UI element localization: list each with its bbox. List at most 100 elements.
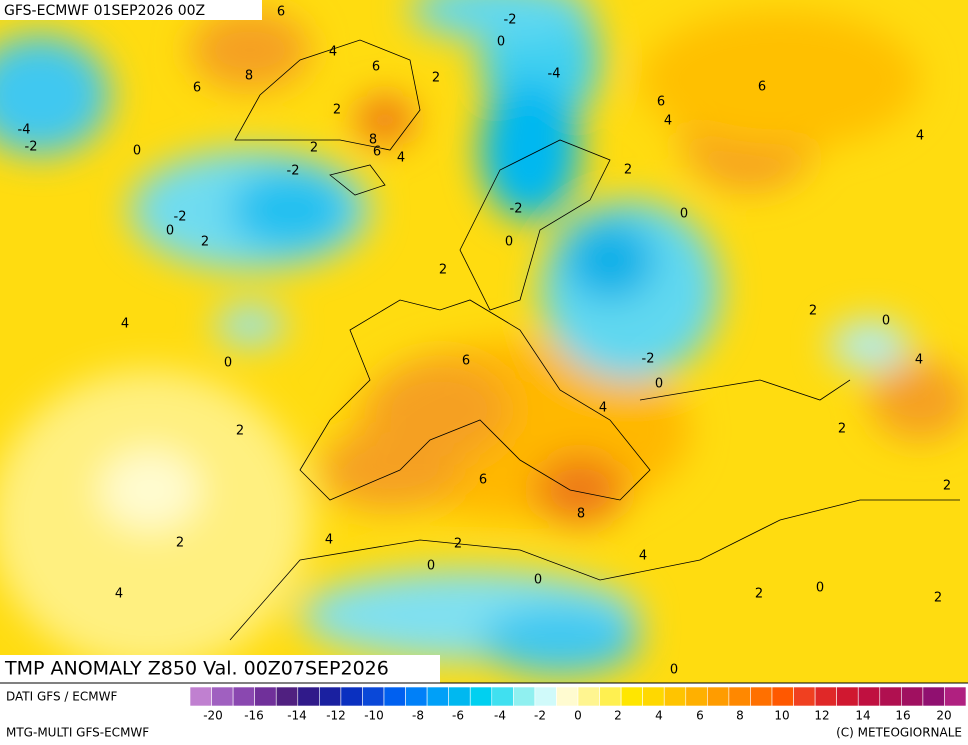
contour-label: 6 bbox=[479, 473, 487, 488]
colorbar-tick-label: -16 bbox=[244, 709, 264, 723]
colorbar-tick-label: 8 bbox=[736, 709, 744, 723]
contour-label: 4 bbox=[325, 533, 333, 548]
contour-label: 0 bbox=[497, 35, 505, 50]
contour-label: 0 bbox=[882, 314, 890, 329]
contour-label: 8 bbox=[577, 507, 585, 522]
colorbar-tick-label: 4 bbox=[655, 709, 663, 723]
contour-label: -4 bbox=[548, 67, 561, 82]
color-swatch bbox=[620, 686, 643, 707]
color-swatch bbox=[362, 686, 385, 707]
header-box bbox=[0, 0, 262, 20]
contour-label: 4 bbox=[664, 114, 672, 129]
contour-label: 0 bbox=[166, 224, 174, 239]
contour-label: 2 bbox=[838, 422, 846, 437]
contour-label: 2 bbox=[432, 71, 440, 86]
contour-label: 0 bbox=[670, 663, 678, 678]
color-swatch bbox=[513, 686, 536, 707]
contour-label: 6 bbox=[373, 145, 381, 160]
color-swatch bbox=[383, 686, 406, 707]
colorbar-tick-label: 14 bbox=[855, 709, 870, 723]
color-swatch bbox=[685, 686, 708, 707]
contour-label: -4 bbox=[18, 123, 31, 138]
source: DATI GFS / ECMWF bbox=[6, 690, 117, 704]
color-swatch bbox=[189, 686, 212, 707]
contour-label: 4 bbox=[915, 353, 923, 368]
contour-label: 4 bbox=[121, 317, 129, 332]
color-swatch bbox=[836, 686, 859, 707]
contour-label: -2 bbox=[504, 13, 517, 28]
colorbar: -20 -16 -14 -12 -10 -8 -6 -4 -2 0 2 4 6 8 10 12 14 16 20 bbox=[189, 686, 967, 723]
contour-label: 2 bbox=[755, 587, 763, 602]
contour-label: 2 bbox=[454, 537, 462, 552]
colorbar-tick-label: 16 bbox=[895, 709, 910, 723]
colorbar-tick-label: -2 bbox=[534, 709, 546, 723]
contour-label: 6 bbox=[277, 5, 285, 20]
color-swatch bbox=[297, 686, 320, 707]
colorbar-tick-label: -12 bbox=[326, 709, 346, 723]
contour-label: 2 bbox=[176, 536, 184, 551]
colorbar-tick-label: 6 bbox=[696, 709, 704, 723]
color-swatch bbox=[901, 686, 924, 707]
contour-label: 4 bbox=[115, 587, 123, 602]
color-swatch bbox=[275, 686, 299, 707]
colorbar-tick-label: -4 bbox=[494, 709, 506, 723]
contour-label: 2 bbox=[201, 235, 209, 250]
color-swatch bbox=[448, 686, 471, 707]
color-swatch bbox=[750, 686, 773, 707]
contour-label: 0 bbox=[505, 235, 513, 250]
header-title: GFS-ECMWF 01SEP2026 00Z bbox=[4, 3, 205, 19]
color-swatch bbox=[663, 686, 687, 707]
title-box bbox=[0, 655, 440, 683]
contour-label: -2 bbox=[642, 352, 655, 367]
contour-label: 2 bbox=[943, 479, 951, 494]
color-swatch bbox=[707, 686, 730, 707]
contour-label: 0 bbox=[534, 573, 542, 588]
contour-label: 2 bbox=[236, 424, 244, 439]
color-swatch bbox=[405, 686, 428, 707]
colorbar-tick-label: -8 bbox=[412, 709, 424, 723]
color-swatch bbox=[728, 686, 751, 707]
contour-label: 0 bbox=[133, 144, 141, 159]
color-swatch bbox=[771, 686, 794, 707]
contour-label: 6 bbox=[372, 60, 380, 75]
contour-label: 0 bbox=[816, 581, 824, 596]
color-swatch bbox=[211, 686, 234, 707]
colorbar-tick-label: -20 bbox=[203, 709, 223, 723]
color-swatch bbox=[814, 686, 837, 707]
contour-label: 0 bbox=[427, 559, 435, 574]
contour-label: -2 bbox=[510, 202, 523, 217]
contour-label: 0 bbox=[224, 356, 232, 371]
contour-label: 2 bbox=[333, 103, 341, 118]
colorbar-tick-label: 10 bbox=[774, 709, 789, 723]
color-swatch bbox=[469, 686, 493, 707]
color-swatch bbox=[793, 686, 816, 707]
color-swatch bbox=[426, 686, 449, 707]
color-swatch bbox=[922, 686, 945, 707]
colorbar-tick-label: 2 bbox=[614, 709, 622, 723]
contour-label: 6 bbox=[758, 80, 766, 95]
model: MTG-MULTI GFS-ECMWF bbox=[6, 726, 149, 740]
contour-label: 6 bbox=[462, 354, 470, 369]
contour-label: 8 bbox=[369, 133, 377, 148]
contour-label: 2 bbox=[934, 591, 942, 606]
contour-label: 8 bbox=[245, 69, 253, 84]
contour-label: 0 bbox=[655, 377, 663, 392]
contour-label: 0 bbox=[680, 207, 688, 222]
colorbar-tick-label: -10 bbox=[364, 709, 384, 723]
color-swatch bbox=[857, 686, 881, 707]
contour-label: 2 bbox=[439, 263, 447, 278]
map-title: TMP ANOMALY Z850 Val. 00Z07SEP2026 bbox=[4, 658, 389, 680]
color-swatch bbox=[534, 686, 557, 707]
contour-label: 2 bbox=[310, 141, 318, 156]
map-field bbox=[0, 0, 968, 683]
contour-label: -2 bbox=[287, 164, 300, 179]
color-swatch bbox=[340, 686, 363, 707]
color-swatch bbox=[491, 686, 514, 707]
contour-label: 4 bbox=[599, 401, 607, 416]
color-swatch bbox=[642, 686, 665, 707]
contour-label: 6 bbox=[193, 81, 201, 96]
contour-label: 4 bbox=[639, 549, 647, 564]
contour-label: 4 bbox=[397, 151, 405, 166]
